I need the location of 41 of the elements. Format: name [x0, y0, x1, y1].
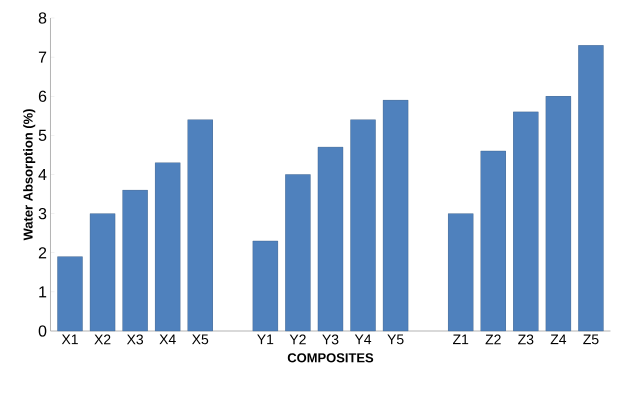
bar — [318, 146, 344, 332]
x-tick-label: Z2 — [486, 334, 501, 344]
x-tick-label: X2 — [94, 334, 110, 344]
y-tick-label: 4 — [38, 169, 46, 180]
y-axis-title: Water Absorption (%) — [23, 109, 36, 240]
bar — [57, 256, 83, 332]
x-tick-label: X3 — [126, 334, 144, 344]
bar — [285, 174, 311, 332]
x-tick-label: Y1 — [257, 334, 274, 344]
bar — [513, 112, 539, 332]
y-tick-label: 2 — [38, 247, 46, 258]
x-tick-label: Y5 — [387, 334, 404, 344]
bar — [350, 120, 376, 332]
y-tick-label: 3 — [38, 208, 46, 220]
x-tick-label: Z3 — [518, 334, 534, 344]
y-tick-label: 7 — [38, 52, 46, 63]
bar — [578, 45, 604, 332]
x-tick-label: Z1 — [453, 334, 468, 344]
bar — [448, 213, 474, 332]
x-tick-label: Y3 — [322, 334, 338, 344]
x-axis-title: COMPOSITES — [288, 353, 374, 362]
x-tick-label: Z5 — [583, 334, 598, 344]
bar — [382, 100, 408, 332]
bar — [90, 213, 116, 332]
bar — [122, 190, 148, 332]
bar — [480, 150, 506, 332]
y-tick-label: 6 — [38, 90, 46, 102]
y-tick-label: 1 — [39, 286, 46, 298]
x-tick-label: X5 — [192, 334, 208, 344]
bar — [154, 162, 180, 332]
bar — [252, 240, 278, 332]
bar — [546, 96, 572, 332]
bar — [188, 120, 213, 332]
x-tick-label: Z4 — [550, 334, 566, 344]
x-tick-label: X1 — [62, 334, 78, 344]
x-tick-label: Y2 — [290, 334, 306, 344]
y-tick-label: 8 — [38, 12, 46, 24]
x-tick-label: X4 — [159, 334, 176, 344]
y-tick-label: 5 — [38, 130, 46, 141]
y-tick-label: 0 — [38, 325, 46, 337]
x-tick-label: Y4 — [354, 334, 372, 344]
